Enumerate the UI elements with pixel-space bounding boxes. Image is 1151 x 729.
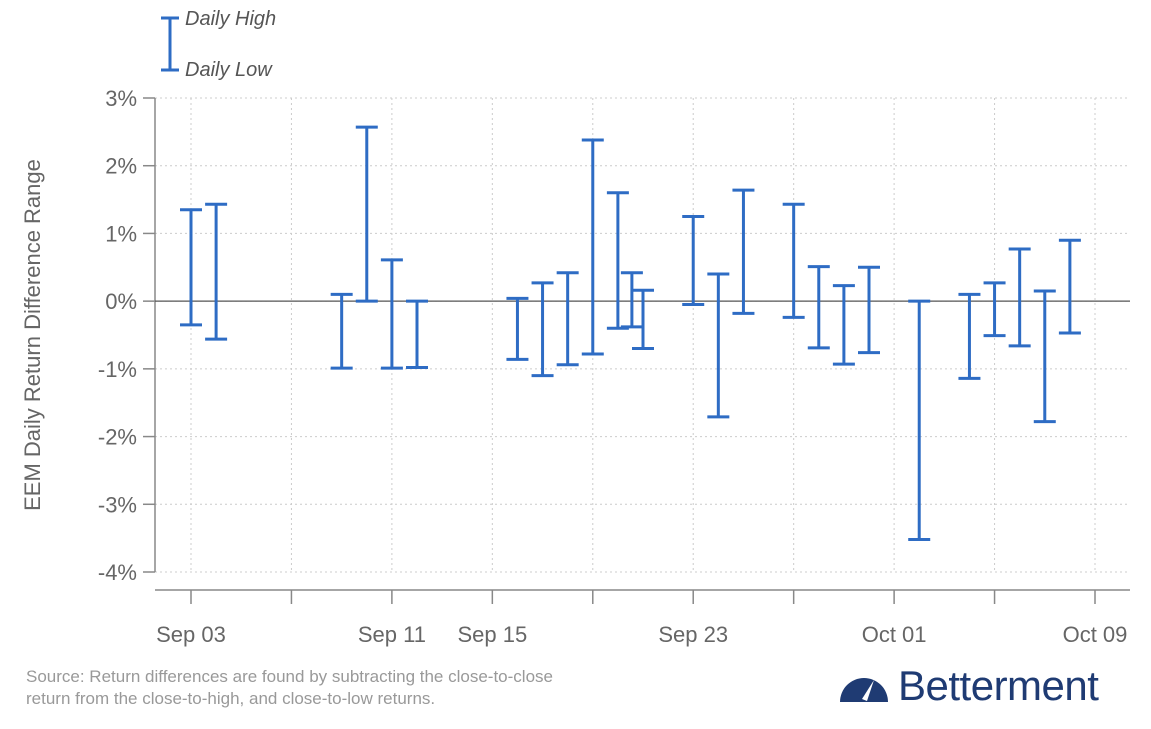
- legend-marker-icon: [161, 16, 179, 72]
- source-note: Source: Return differences are found by …: [26, 666, 726, 710]
- range-bar: [632, 288, 654, 351]
- y-tick-label: 1%: [105, 221, 137, 246]
- range-bar: [908, 299, 931, 541]
- range-bars: [180, 125, 1081, 541]
- y-tick-label: -4%: [98, 560, 137, 585]
- x-tick-label: Oct 09: [1063, 622, 1128, 647]
- source-line: return from the close-to-high, and close…: [26, 689, 436, 708]
- range-bar: [506, 296, 529, 361]
- range-bar: [531, 281, 554, 378]
- speedometer-icon: [840, 678, 888, 702]
- range-bar: [380, 258, 403, 370]
- y-tick-label: -3%: [98, 492, 137, 517]
- x-tick-label: Sep 15: [457, 622, 527, 647]
- x-tick-label: Sep 03: [156, 622, 226, 647]
- axes: 3% 2% 1% 0% -1% -2% -3% -4% Sep 03 Sep 11 Sep 15 Se…: [98, 86, 1130, 647]
- x-tick-label: Oct 01: [862, 622, 927, 647]
- range-bar: [958, 292, 981, 380]
- range-bar: [832, 284, 855, 366]
- x-tick-label: Sep 23: [658, 622, 728, 647]
- x-tick-label: Sep 11: [358, 622, 426, 647]
- range-bar: [180, 208, 202, 327]
- range-bar: [782, 202, 805, 319]
- range-bar: [330, 292, 353, 370]
- range-bar: [620, 271, 643, 329]
- y-tick-label: 3%: [105, 86, 137, 111]
- brand-logo: Betterment: [838, 662, 1099, 710]
- legend: Daily High Daily Low: [161, 8, 276, 81]
- y-tick-label: 2%: [105, 154, 137, 179]
- range-bar: [983, 281, 1006, 338]
- range-bar: [406, 299, 428, 370]
- y-axis-label: EEM Daily Return Difference Range: [20, 159, 45, 511]
- range-bar: [581, 138, 604, 356]
- range-bar: [1033, 289, 1056, 424]
- range-bar: [556, 271, 579, 367]
- range-bar: [732, 188, 755, 315]
- range-bar: [1008, 247, 1031, 348]
- y-tick-label: 0%: [105, 289, 137, 314]
- range-bar: [707, 272, 730, 419]
- range-bar: [858, 265, 880, 355]
- y-tick-label: -2%: [98, 425, 137, 450]
- range-bar: [807, 265, 830, 350]
- brand-name: Betterment: [898, 662, 1099, 709]
- y-tick-label: -1%: [98, 357, 137, 382]
- range-bar: [682, 215, 705, 307]
- legend-high-label: Daily High: [185, 8, 276, 30]
- range-bar: [205, 202, 228, 341]
- range-bar: [355, 125, 378, 303]
- legend-low-label: Daily Low: [185, 59, 273, 81]
- source-line: Source: Return differences are found by …: [26, 667, 553, 686]
- range-bar: [606, 191, 629, 330]
- range-bar: [1058, 238, 1081, 335]
